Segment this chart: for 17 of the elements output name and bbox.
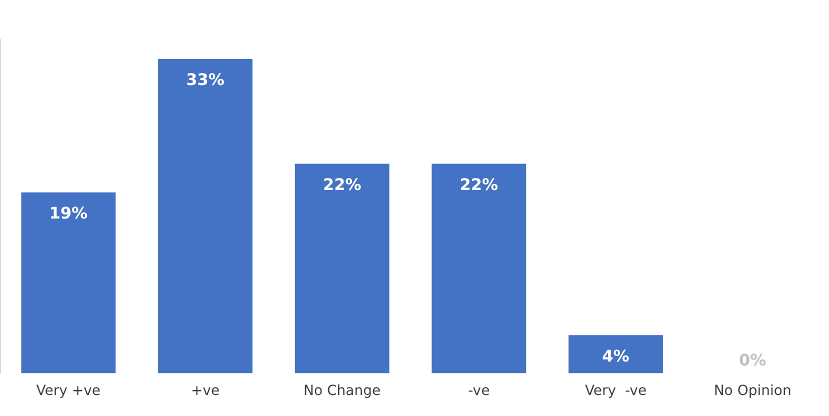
x-tick-label: No Change <box>304 383 381 400</box>
x-tick-label: Very -ve <box>584 383 647 400</box>
bar <box>432 164 526 374</box>
bar <box>294 164 390 374</box>
data-label: 22% <box>322 174 362 194</box>
x-tick-label: No Opinion <box>714 383 792 400</box>
data-label: 19% <box>49 203 88 222</box>
bar <box>21 192 116 374</box>
data-label: 33% <box>186 70 224 90</box>
x-tick-label: Very +ve <box>36 383 101 400</box>
x-tick-label: -ve <box>468 383 490 400</box>
data-label: 22% <box>460 174 498 194</box>
data-label: 0% <box>738 350 766 370</box>
data-label: 4% <box>602 346 630 366</box>
x-tick-label: +ve <box>190 383 220 400</box>
bar <box>158 59 252 374</box>
bar <box>568 335 663 374</box>
